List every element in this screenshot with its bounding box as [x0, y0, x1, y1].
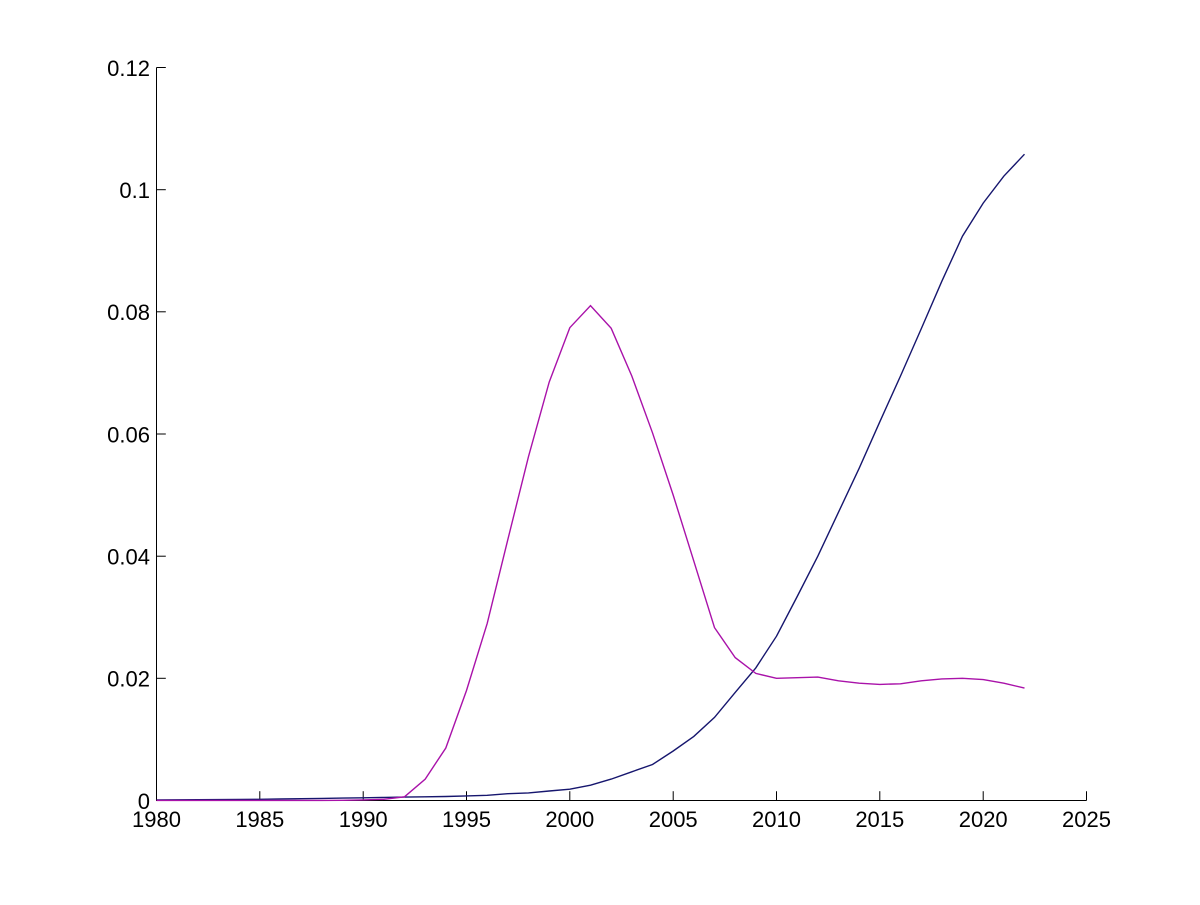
svg-text:2025: 2025: [1062, 807, 1111, 832]
svg-text:1985: 1985: [235, 807, 284, 832]
svg-text:0.04: 0.04: [107, 545, 150, 570]
svg-text:2000: 2000: [545, 807, 594, 832]
svg-text:2020: 2020: [959, 807, 1008, 832]
svg-text:0.12: 0.12: [107, 56, 150, 81]
svg-text:1990: 1990: [339, 807, 388, 832]
svg-text:0.08: 0.08: [107, 300, 150, 325]
svg-text:2010: 2010: [752, 807, 801, 832]
svg-text:2015: 2015: [855, 807, 904, 832]
svg-text:2005: 2005: [649, 807, 698, 832]
svg-text:0: 0: [138, 789, 150, 814]
svg-text:0.06: 0.06: [107, 422, 150, 447]
svg-text:1995: 1995: [442, 807, 491, 832]
svg-text:0.1: 0.1: [119, 178, 150, 203]
svg-text:0.02: 0.02: [107, 667, 150, 692]
svg-text:1980: 1980: [132, 807, 181, 832]
